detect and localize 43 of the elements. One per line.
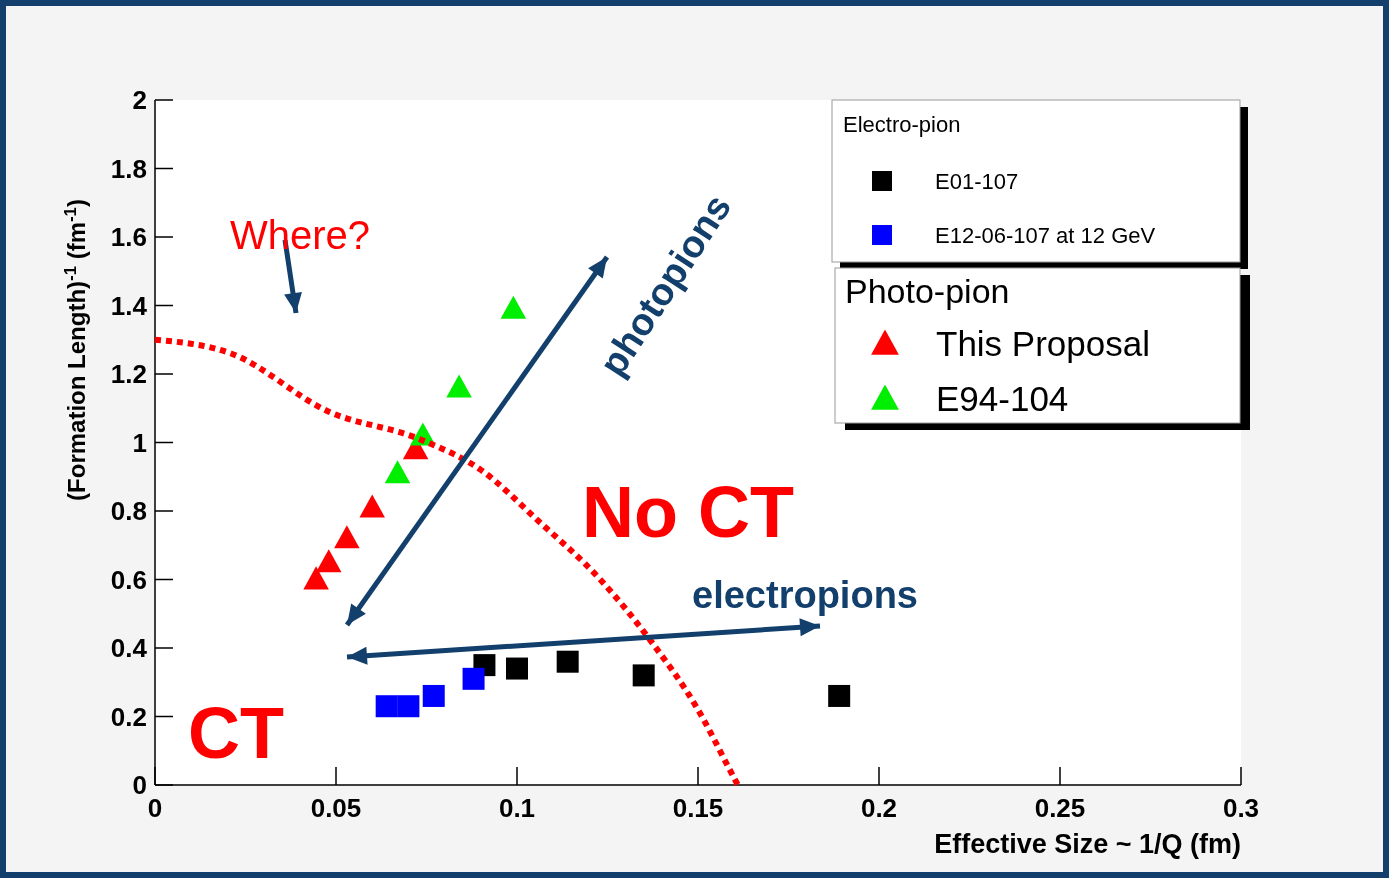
legend-label: E01-107 [935,168,1019,194]
x-tick-label: 0.3 [1222,793,1260,823]
point [303,566,329,590]
y-tick-label: 0.2 [110,701,147,732]
point [632,664,655,687]
legend-label: E94-104 [936,379,1069,419]
legend-label: E12-06-107 at 12 GeV [935,222,1156,248]
point [828,684,851,707]
x-tick-label: 0.05 [310,793,362,823]
point [506,657,528,680]
point [375,695,398,718]
point [556,650,579,673]
y-tick-label: 0.8 [110,496,147,527]
point [446,374,472,398]
point [334,525,360,549]
point [316,549,342,573]
point [500,295,527,319]
legend-label: This Proposal [936,324,1150,364]
y-tick-label: 2 [132,85,147,116]
y-tick-label: 1.8 [110,153,147,184]
point [359,494,385,518]
x-tick-label: 0.15 [672,793,724,823]
annotation: No CT [582,472,794,553]
y-tick-label: 1.2 [110,359,147,390]
annotation: electropions [692,574,918,617]
point [462,667,485,690]
x-axis-title: Effective Size ~ 1/Q (fm) [934,829,1241,859]
y-tick-label: 0 [132,770,147,801]
x-tick-label: 0.25 [1034,793,1086,823]
annotation: Photo-pion [845,272,1010,310]
annotation: Where? [229,213,371,257]
legend-title: Electro-pion [843,112,961,137]
x-tick-label: 0.2 [860,793,898,823]
y-tick-label: 1 [132,427,147,458]
y-tick-label: 0.4 [110,633,148,664]
y-tick-label: 1.6 [110,222,147,253]
x-tick-label: 0.1 [498,793,536,823]
annotation: CT [188,693,284,774]
y-tick-label: 0.6 [110,564,147,595]
point [397,695,420,718]
point [384,460,411,484]
point [422,684,445,707]
y-tick-label: 1.4 [110,290,148,321]
